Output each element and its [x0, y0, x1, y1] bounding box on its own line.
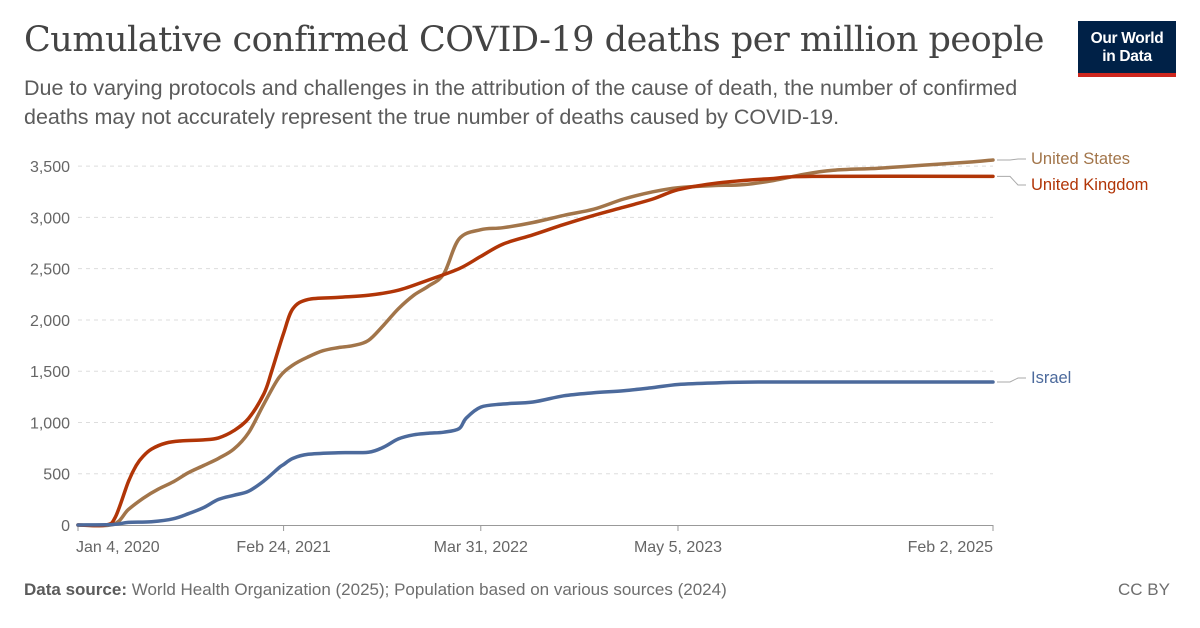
label-connector: [997, 377, 1026, 383]
y-tick-label: 1,500: [30, 364, 70, 381]
y-axis-ticks: 0 500 1,000 1,500 2,000 2,500 3,000 3,500: [30, 159, 70, 535]
x-axis: Jan 4, 2020 Feb 24, 2021 Mar 31, 2022 May 5…: [76, 525, 994, 556]
x-tick-label: Feb 24, 2021: [236, 539, 330, 556]
series-lines: [76, 158, 995, 528]
series-line-israel: [76, 380, 995, 527]
series-end-labels: United States United Kingdom Israel: [997, 150, 1148, 387]
label-connector: [997, 158, 1026, 161]
label-connector: [997, 175, 1026, 186]
y-tick-label: 2,000: [30, 313, 70, 330]
x-tick-label: May 5, 2023: [634, 539, 722, 556]
gridlines: [78, 165, 993, 475]
y-tick-label: 500: [43, 467, 70, 484]
data-source-text: World Health Organization (2025); Popula…: [131, 580, 727, 599]
series-line-united-states: [76, 158, 995, 528]
data-source: Data source: World Health Organization (…: [24, 580, 727, 600]
data-source-label: Data source:: [24, 580, 127, 599]
license-link[interactable]: CC BY: [1118, 580, 1170, 599]
x-tick-label: Feb 2, 2025: [908, 539, 994, 556]
y-tick-label: 3,000: [30, 210, 70, 227]
chart-subtitle: Due to varying protocols and challenges …: [24, 76, 1018, 129]
y-tick-label: 1,000: [30, 415, 70, 432]
chart-title: Cumulative confirmed COVID-19 deaths per…: [24, 20, 1045, 60]
logo-line-1: Our World: [1090, 30, 1164, 47]
y-tick-label: 3,500: [30, 159, 70, 176]
logo-line-2: in Data: [1102, 48, 1152, 65]
series-line-united-kingdom: [76, 174, 995, 528]
owid-logo[interactable]: Our World in Data: [1078, 21, 1176, 77]
series-label-united-kingdom: United Kingdom: [1031, 176, 1148, 194]
x-tick-label: Mar 31, 2022: [434, 539, 528, 556]
y-tick-label: 2,500: [30, 262, 70, 279]
y-tick-label: 0: [61, 518, 70, 535]
series-label-united-states: United States: [1031, 150, 1130, 168]
series-label-israel: Israel: [1031, 369, 1071, 387]
x-tick-label: Jan 4, 2020: [76, 539, 160, 556]
